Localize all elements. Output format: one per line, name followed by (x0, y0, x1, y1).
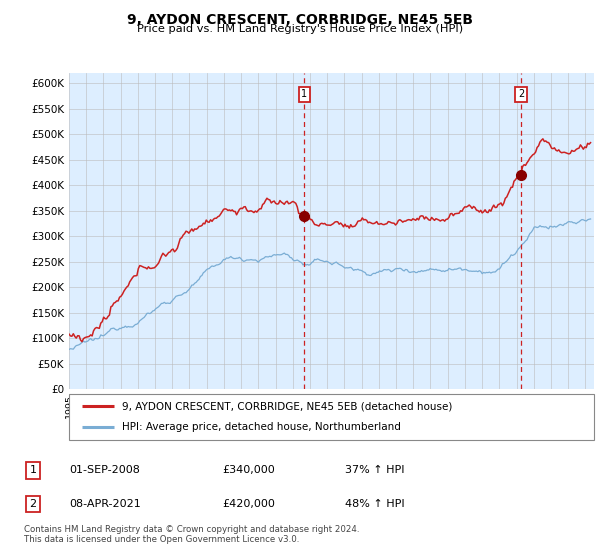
Text: Contains HM Land Registry data © Crown copyright and database right 2024.
This d: Contains HM Land Registry data © Crown c… (24, 525, 359, 544)
Text: 2: 2 (29, 499, 37, 509)
Text: 1: 1 (29, 465, 37, 475)
Text: 01-SEP-2008: 01-SEP-2008 (69, 465, 140, 475)
Text: £420,000: £420,000 (222, 499, 275, 509)
Text: 37% ↑ HPI: 37% ↑ HPI (345, 465, 404, 475)
Text: 08-APR-2021: 08-APR-2021 (69, 499, 141, 509)
Text: 9, AYDON CRESCENT, CORBRIDGE, NE45 5EB: 9, AYDON CRESCENT, CORBRIDGE, NE45 5EB (127, 13, 473, 27)
Text: HPI: Average price, detached house, Northumberland: HPI: Average price, detached house, Nort… (121, 422, 400, 432)
Text: 1: 1 (301, 89, 307, 99)
Text: 48% ↑ HPI: 48% ↑ HPI (345, 499, 404, 509)
FancyBboxPatch shape (69, 394, 594, 440)
Text: 9, AYDON CRESCENT, CORBRIDGE, NE45 5EB (detached house): 9, AYDON CRESCENT, CORBRIDGE, NE45 5EB (… (121, 401, 452, 411)
Text: 2: 2 (518, 89, 524, 99)
Text: £340,000: £340,000 (222, 465, 275, 475)
Text: Price paid vs. HM Land Registry's House Price Index (HPI): Price paid vs. HM Land Registry's House … (137, 24, 463, 34)
